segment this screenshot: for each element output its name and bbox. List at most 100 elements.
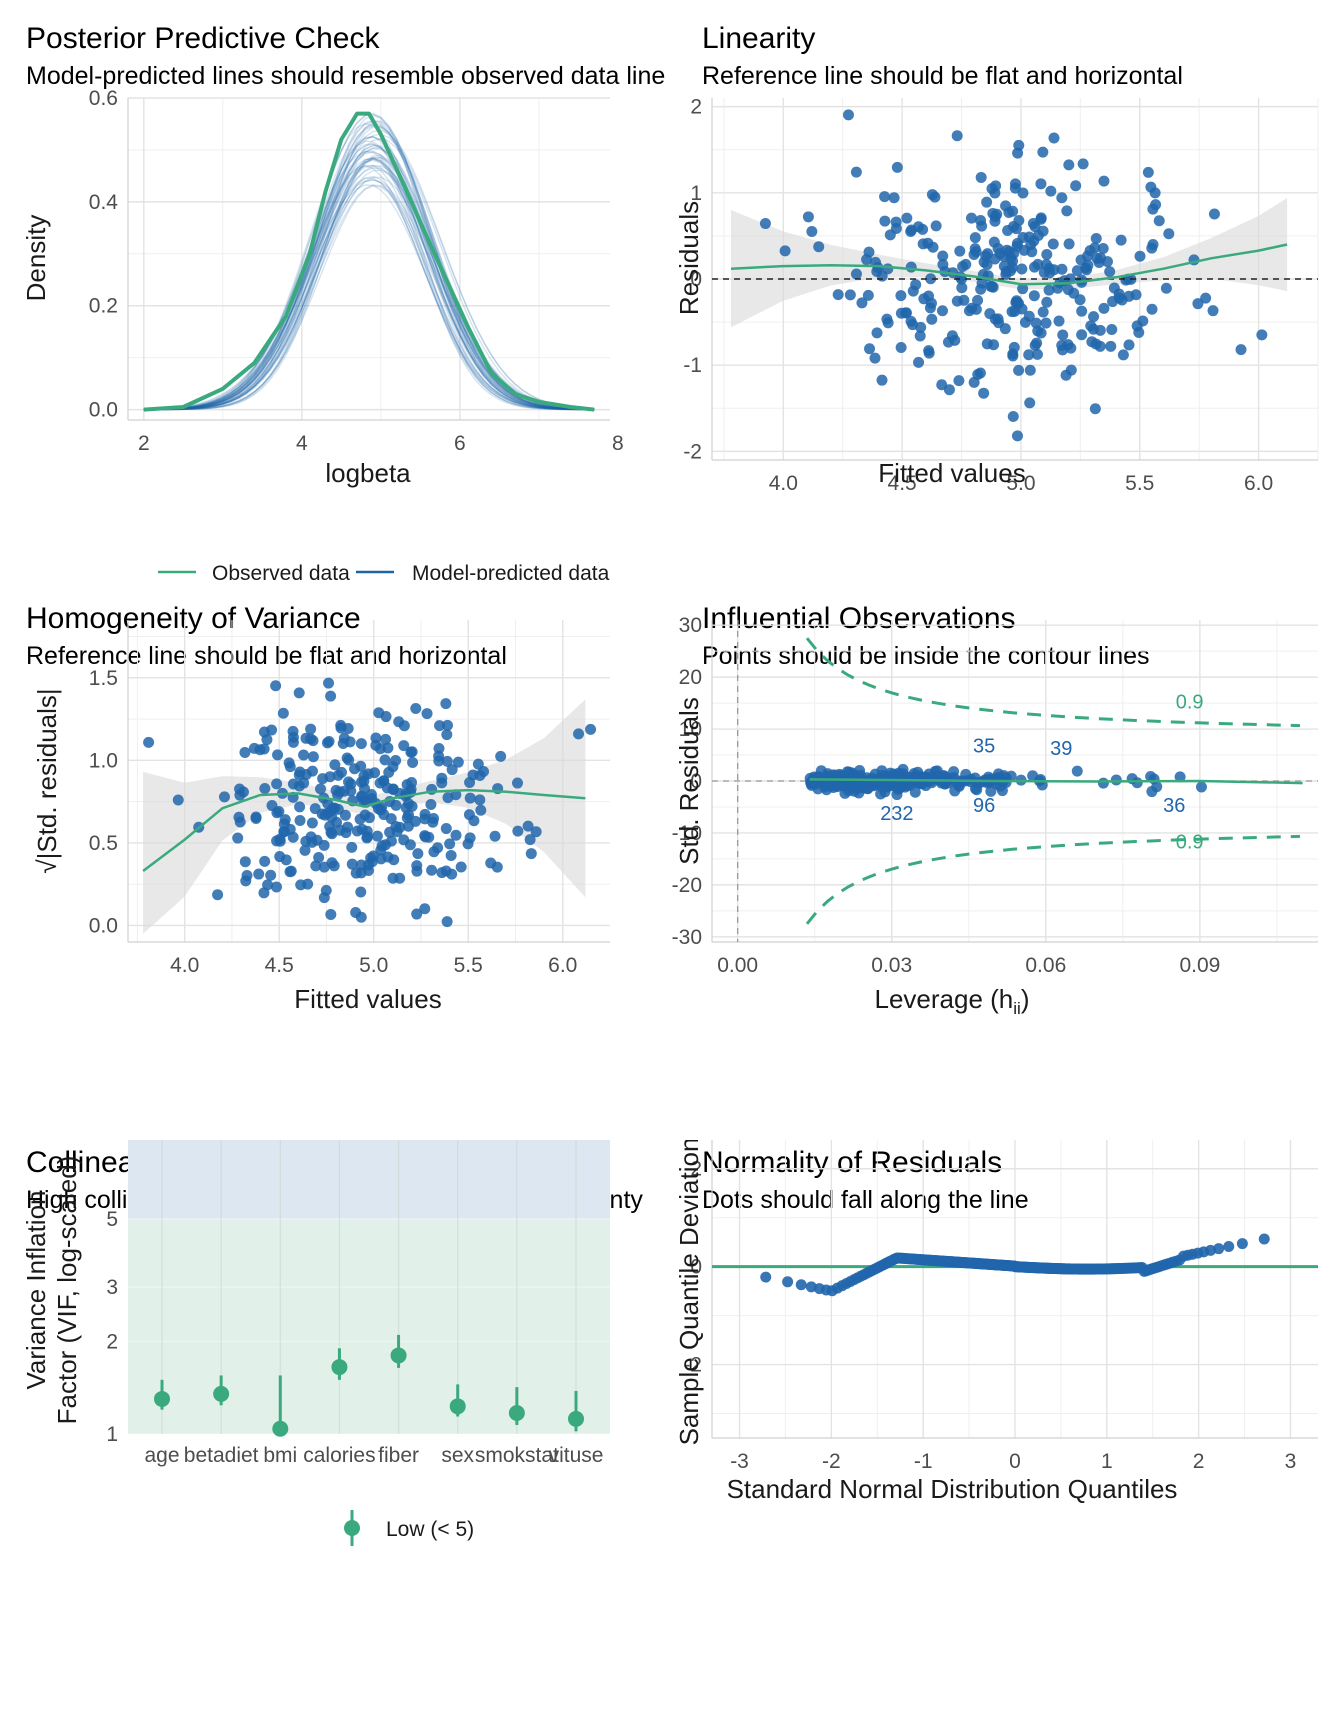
homogeneity-point: [464, 792, 476, 804]
linearity-point: [930, 220, 942, 232]
homogeneity-point: [309, 803, 321, 815]
normality-point: [1258, 1233, 1270, 1245]
ppc-observed-line: [143, 111, 595, 412]
linearity-point: [969, 232, 981, 244]
homogeneity-point: [287, 736, 299, 748]
linearity-point: [1098, 302, 1110, 314]
homogeneity-point: [250, 813, 262, 825]
normality-x-tick-label: 3: [1285, 1450, 1297, 1473]
homogeneity-point: [378, 775, 390, 787]
homogeneity-point: [218, 791, 230, 803]
linearity-panel: Linearity Reference line should be flat …: [672, 0, 1344, 580]
influence-point: [985, 785, 997, 797]
ppc-legend-observed: Observed data: [212, 562, 350, 580]
collinearity-y-tick-label: 1: [106, 1423, 118, 1446]
ppc-predicted-line: [143, 184, 595, 411]
influence-y-tick-label: 0: [690, 770, 702, 793]
homogeneity-point: [332, 803, 344, 815]
linearity-point: [888, 192, 900, 204]
collinearity-legend-swatch: [344, 1520, 360, 1536]
homogeneity-point: [343, 754, 355, 766]
linearity-point: [861, 254, 873, 266]
homogeneity-point: [233, 811, 245, 823]
homogeneity-point: [370, 732, 382, 744]
influence-smooth-line: [809, 778, 1303, 785]
influence-point: [1071, 765, 1083, 777]
normality-y-tick-label: 0: [690, 1256, 702, 1279]
linearity-point: [951, 130, 963, 142]
linearity-point: [1043, 284, 1055, 296]
normality-x-tick-label: 0: [1009, 1450, 1021, 1473]
linearity-point: [1009, 178, 1021, 190]
linearity-point: [1019, 316, 1031, 328]
linearity-point: [1011, 430, 1023, 442]
ppc-panel: Posterior Predictive Check Model-predict…: [0, 0, 672, 580]
collinearity-x-tick-label: fiber: [378, 1444, 419, 1467]
homogeneity-point: [325, 690, 337, 702]
homogeneity-y-tick-label: 0.0: [89, 914, 118, 937]
homogeneity-point: [426, 864, 438, 876]
linearity-point: [1098, 175, 1110, 187]
linearity-point: [1115, 234, 1127, 246]
linearity-confidence-band: [731, 198, 1288, 328]
ppc-predicted-line: [143, 120, 595, 411]
homogeneity-point: [467, 769, 479, 781]
normality-y-tick-label: -2: [683, 1354, 702, 1377]
ppc-predicted-line: [143, 143, 595, 411]
linearity-point: [1117, 349, 1129, 361]
homogeneity-confidence-band: [143, 699, 586, 934]
linearity-point: [1063, 159, 1075, 171]
ppc-predicted-line: [143, 140, 595, 411]
linearity-point: [1017, 283, 1029, 295]
homogeneity-point: [491, 861, 503, 873]
homogeneity-point: [388, 854, 400, 866]
homogeneity-point: [294, 766, 306, 778]
homogeneity-point: [407, 757, 419, 769]
linearity-point: [850, 268, 862, 280]
linearity-point: [759, 218, 771, 230]
linearity-point: [989, 187, 1001, 199]
collinearity-y-axis-label-1: Variance Inflation: [21, 1191, 51, 1390]
homogeneity-point: [363, 864, 375, 876]
ppc-predicted-line: [143, 151, 595, 411]
linearity-point: [842, 109, 854, 121]
linearity-point: [862, 289, 874, 301]
linearity-point: [1013, 364, 1025, 376]
normality-chart: -3 -2 -1 0 1 2 3 -2 0 2 Standard Normal Distributi…: [674, 1140, 1318, 1504]
homogeneity-point: [423, 831, 435, 843]
normality-y-axis-label: Sample Quantile Deviations: [674, 1140, 704, 1445]
homogeneity-point: [441, 916, 453, 928]
influence-y-tick-label: 30: [679, 614, 702, 637]
linearity-point: [1113, 292, 1125, 304]
homogeneity-point: [279, 814, 291, 826]
linearity-x-tick-label: 4.0: [769, 472, 798, 495]
ppc-x-tick-label: 4: [296, 432, 308, 455]
normality-point: [782, 1276, 794, 1288]
homogeneity-point: [436, 772, 448, 784]
collinearity-moderate-zone: [128, 1140, 610, 1219]
linearity-point: [1028, 290, 1040, 302]
linearity-point: [1065, 342, 1077, 354]
linearity-x-axis-label: Fitted values: [878, 458, 1025, 488]
linearity-point: [891, 161, 903, 173]
normality-point: [795, 1279, 807, 1291]
linearity-y-tick-label: 0: [690, 268, 702, 291]
ppc-predicted-line: [143, 120, 595, 411]
homogeneity-point: [315, 783, 327, 795]
homogeneity-point: [355, 738, 367, 750]
influence-point-label: 232: [880, 803, 913, 825]
homogeneity-point: [446, 764, 458, 776]
homogeneity-point: [355, 760, 367, 772]
ppc-predicted-line: [143, 137, 595, 411]
linearity-point: [901, 212, 913, 224]
linearity-point: [1031, 337, 1043, 349]
collinearity-chart: 123510agebetadietbmicaloriesfibersexsmok…: [21, 1140, 610, 1546]
linearity-point: [1063, 238, 1075, 250]
homogeneity-point: [362, 768, 374, 780]
influence-point: [1097, 777, 1109, 789]
linearity-point: [985, 280, 997, 292]
homogeneity-point: [307, 751, 319, 763]
homogeneity-point: [444, 838, 456, 850]
linearity-point: [876, 374, 888, 386]
linearity-point: [922, 237, 934, 249]
